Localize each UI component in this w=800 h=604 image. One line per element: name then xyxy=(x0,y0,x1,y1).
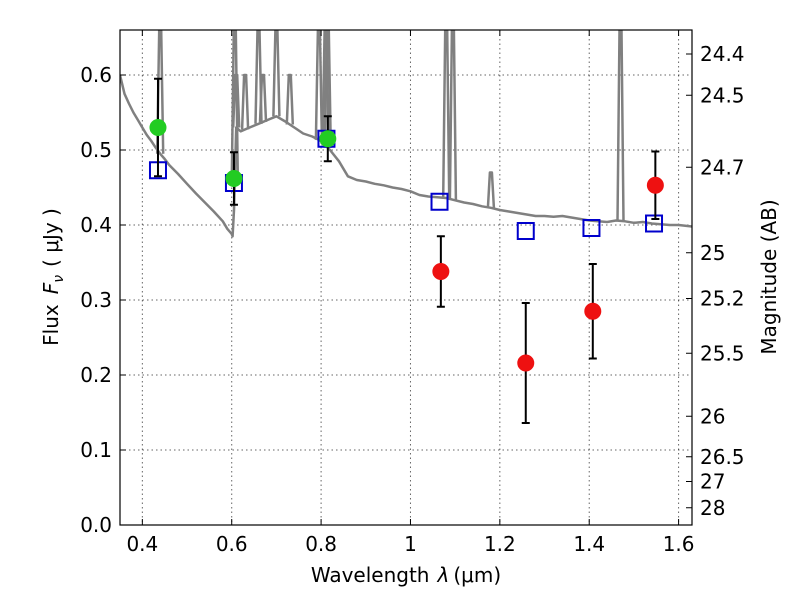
y-axis-label-unit: ( μJy ) xyxy=(39,208,63,267)
x-axis-label-symbol: λ xyxy=(437,563,450,587)
x-axis-label-prefix: Wavelength xyxy=(311,563,430,587)
y-tick-label: 0.6 xyxy=(80,63,112,87)
tick-layer: 0.4 0.6 0.8 1 1.2 1.4 1.6 0.0 0.1 0.2 0.3 0.4 0.5 0.6… xyxy=(80,30,745,556)
emission-line xyxy=(240,73,250,130)
detection-point xyxy=(432,263,450,280)
y-axis-label: Flux Fν ( μJy ) xyxy=(39,208,67,346)
y-axis-label-subscript: ν xyxy=(51,275,67,283)
y-tick-label: 0.1 xyxy=(80,438,112,462)
detection-point xyxy=(149,119,167,136)
y2-tick-label: 27 xyxy=(700,470,725,494)
sed-model-line xyxy=(120,74,692,238)
y2-tick-label: 24.5 xyxy=(700,83,745,107)
emission-line xyxy=(323,30,333,148)
emission-line xyxy=(448,30,458,200)
x-tick-label: 0.6 xyxy=(216,532,248,556)
x-axis-label-unit: (μm) xyxy=(453,563,501,587)
emission-line xyxy=(486,171,496,208)
x-tick-label: 1.6 xyxy=(663,532,695,556)
y2-tick-label: 28 xyxy=(700,496,725,520)
detection-point xyxy=(517,354,535,372)
emission-line xyxy=(616,30,625,221)
y2-tick-label: 26.5 xyxy=(700,445,745,469)
emission-line xyxy=(321,30,330,146)
model-photometry-square xyxy=(645,214,664,233)
x-tick-label: 1 xyxy=(404,532,417,556)
emission-line xyxy=(441,30,451,199)
x-tick-label: 0.8 xyxy=(305,532,337,556)
plot-area xyxy=(120,30,692,424)
y-axis-label-symbol: F xyxy=(39,282,63,294)
emission-line xyxy=(230,30,240,178)
y2-axis-label: Magnitude (AB) xyxy=(757,199,781,354)
emission-line xyxy=(231,73,241,128)
model-photometry-square xyxy=(430,192,449,211)
y2-tick-label: 25 xyxy=(700,241,725,265)
grid-layer xyxy=(120,30,692,526)
emission-line xyxy=(314,30,324,140)
y-tick-label: 0.2 xyxy=(80,363,112,387)
model-photometry-square xyxy=(582,219,601,237)
y2-tick-label: 25.2 xyxy=(700,287,745,311)
y-tick-label: 0.5 xyxy=(80,138,112,162)
y-axis-label-prefix: Flux xyxy=(39,304,63,346)
y2-tick-label: 24.7 xyxy=(700,155,745,179)
y2-tick-label: 24.4 xyxy=(700,42,745,66)
y-tick-label: 0.3 xyxy=(80,288,112,312)
y2-tick-label: 25.5 xyxy=(700,341,745,365)
emission-line xyxy=(272,30,281,117)
emission-line xyxy=(258,73,268,122)
y-tick-label: 0.0 xyxy=(80,513,112,537)
detection-point xyxy=(646,176,664,194)
plot-frame xyxy=(119,29,693,526)
detection-point xyxy=(584,302,602,320)
x-tick-label: 1.4 xyxy=(573,532,605,556)
detection-point xyxy=(319,130,337,148)
y2-tick-label: 26 xyxy=(700,404,725,428)
x-tick-label: 1.2 xyxy=(484,532,516,556)
y-tick-label: 0.4 xyxy=(80,213,112,237)
x-tick-label: 0.4 xyxy=(126,532,158,556)
model-photometry-square xyxy=(516,222,535,240)
emission-line xyxy=(254,30,263,124)
axes-frame xyxy=(119,29,693,526)
emission-line xyxy=(285,73,295,125)
detection-point xyxy=(225,170,243,187)
x-axis-label: Wavelength λ (μm) xyxy=(311,563,501,587)
